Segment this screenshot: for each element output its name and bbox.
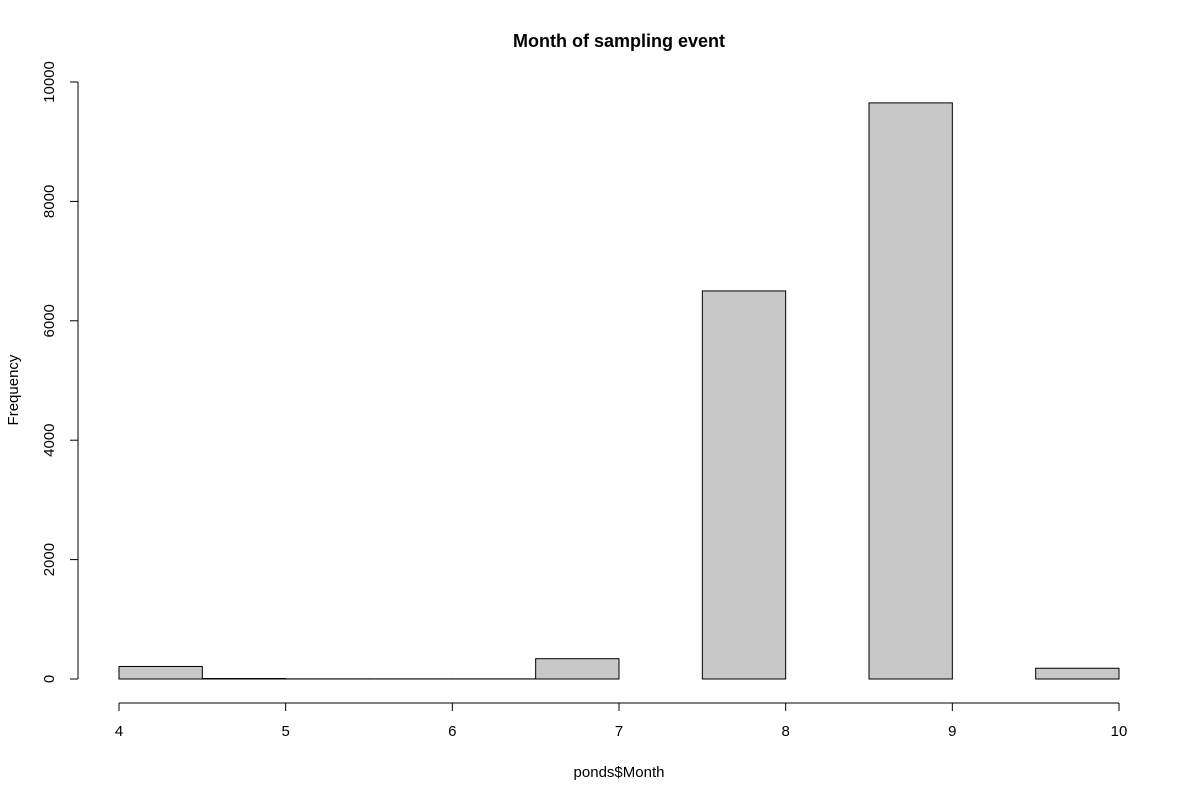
y-axis: 0 2000 4000 6000 8000 10000	[41, 61, 78, 683]
histogram-bar-7	[702, 291, 785, 679]
x-axis: 4 5 6 7 8 9 10	[115, 703, 1128, 740]
bars-group	[119, 103, 1119, 679]
y-tick-label: 8000	[41, 185, 58, 218]
x-tick-label: 5	[281, 723, 289, 740]
y-tick-label: 4000	[41, 424, 58, 457]
x-tick-label: 8	[781, 723, 789, 740]
x-tick-label: 6	[448, 723, 456, 740]
histogram-bar-11	[1036, 668, 1119, 679]
histogram-bar-0	[119, 666, 202, 679]
y-tick-label: 10000	[41, 61, 58, 103]
x-tick-label: 9	[948, 723, 956, 740]
x-tick-label: 10	[1111, 723, 1128, 740]
y-tick-label: 6000	[41, 304, 58, 337]
chart-title: Month of sampling event	[513, 31, 725, 51]
x-tick-label: 7	[615, 723, 623, 740]
histogram-bar-9	[869, 103, 952, 679]
y-axis-label: Frequency	[5, 354, 22, 425]
x-tick-label: 4	[115, 723, 123, 740]
histogram-bar-5	[536, 659, 619, 679]
x-axis-label: ponds$Month	[574, 764, 665, 781]
y-tick-label: 0	[41, 675, 58, 683]
y-tick-label: 2000	[41, 543, 58, 576]
